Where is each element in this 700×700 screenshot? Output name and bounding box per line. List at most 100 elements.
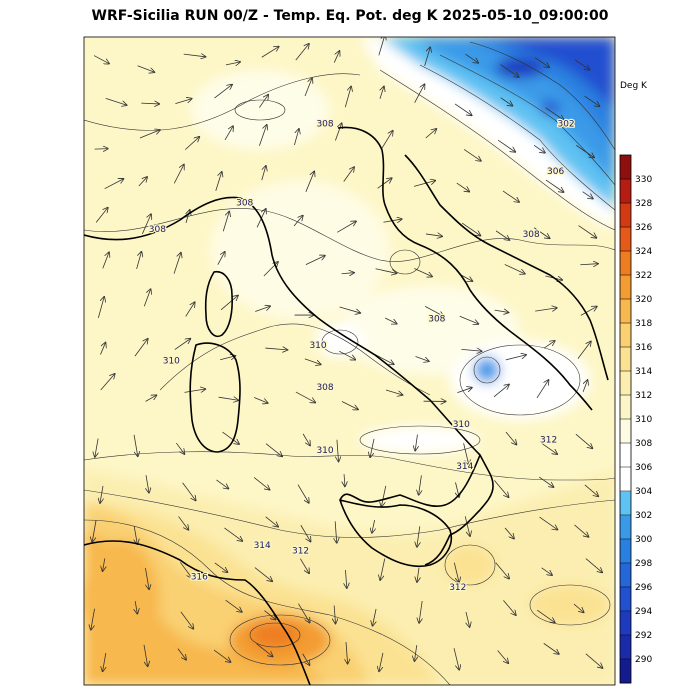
wind-arrow <box>372 519 375 533</box>
wind-arrow <box>344 474 345 486</box>
colorbar-tick-label: 326 <box>635 223 652 233</box>
wind-arrow <box>537 609 554 622</box>
colorbar-tick-label: 310 <box>635 415 652 425</box>
wind-arrow <box>174 339 191 350</box>
wind-arrow <box>415 356 429 362</box>
colorbar-tick-label: 300 <box>635 535 652 545</box>
wind-arrow <box>580 264 598 265</box>
colorbar-bin <box>620 395 631 420</box>
field-patch <box>480 37 615 110</box>
wind-arrow <box>425 234 442 236</box>
wind-arrow <box>574 524 589 537</box>
colorbar-tick-label: 312 <box>635 391 652 401</box>
field-patch <box>84 540 160 660</box>
wind-arrow <box>456 182 469 191</box>
wind-arrow <box>134 339 148 357</box>
field-patch <box>315 322 365 358</box>
wind-arrow <box>220 356 235 361</box>
coastlines <box>84 126 609 685</box>
wind-arrow <box>543 643 559 654</box>
contour-line <box>84 489 615 538</box>
wind-arrow <box>95 438 98 457</box>
wind-arrow <box>145 568 149 589</box>
wind-arrow <box>494 310 509 312</box>
wind-arrow <box>173 165 184 184</box>
colorbar-bin <box>620 563 631 588</box>
wind-arrow <box>97 297 104 319</box>
wind-arrow <box>216 479 228 489</box>
wind-arrow <box>463 149 481 160</box>
wind-arrow <box>497 650 509 663</box>
wind-arrow <box>533 145 545 152</box>
field-patch <box>210 180 390 320</box>
wind-arrow <box>415 645 417 661</box>
wind-arrow <box>454 103 472 115</box>
wind-arrow <box>380 131 392 150</box>
wind-arrow <box>504 264 525 273</box>
field-patch <box>84 530 330 685</box>
wind-arrow <box>220 296 238 311</box>
wind-arrow <box>500 64 519 77</box>
wind-arrow <box>374 353 393 364</box>
contour-line <box>469 41 615 151</box>
wind-arrow <box>346 642 348 663</box>
coastline <box>189 342 241 453</box>
wind-arrow <box>378 37 385 56</box>
wind-arrow <box>380 87 384 99</box>
wind-arrow <box>302 653 310 665</box>
wind-arrow <box>256 643 273 657</box>
wind-arrow <box>222 431 239 444</box>
contour-label: 308 <box>149 225 166 235</box>
wind-arrow <box>146 475 149 492</box>
contour-line <box>229 614 331 666</box>
plot-frame <box>83 36 616 686</box>
contour-label: 306 <box>547 167 564 177</box>
wind-arrow <box>503 600 515 615</box>
coastline <box>84 540 311 685</box>
wind-arrow <box>345 569 346 588</box>
wind-arrow <box>265 516 278 527</box>
wind-arrow <box>413 181 435 187</box>
wind-arrow <box>93 55 109 64</box>
wind-arrow <box>95 208 108 223</box>
wind-arrow <box>141 103 159 104</box>
contour-label: 308 <box>236 199 253 209</box>
wind-arrow <box>265 348 287 350</box>
wind-arrow <box>453 648 459 669</box>
contour-label: 308 <box>428 314 445 324</box>
field-patch <box>360 426 480 454</box>
wind-arrow <box>385 389 402 395</box>
field-patch <box>190 70 330 150</box>
wind-arrow <box>466 611 470 627</box>
wind-arrow <box>145 395 157 402</box>
wind-arrow <box>179 562 191 577</box>
contour-label: 310 <box>163 357 180 367</box>
wind-arrow <box>295 44 309 61</box>
wind-arrow <box>133 434 138 456</box>
contour-line <box>249 622 301 648</box>
wind-arrow <box>370 438 375 457</box>
wind-arrow <box>104 179 124 190</box>
wind-arrow <box>414 84 425 103</box>
wind-arrow <box>575 433 592 448</box>
colorbar-tick-label: 328 <box>635 199 652 209</box>
colorbar-bin <box>620 587 631 612</box>
wind-arrow <box>535 308 556 311</box>
contour-line <box>321 329 359 355</box>
coastline <box>404 154 609 381</box>
contour-line <box>439 54 615 186</box>
wind-arrow <box>500 97 513 106</box>
wind-arrow <box>136 252 142 270</box>
wind-arrow <box>224 126 233 141</box>
wind-arrow <box>545 107 564 120</box>
wind-arrow <box>384 317 397 324</box>
wind-arrow <box>582 191 593 199</box>
wind-arrow <box>294 129 298 146</box>
field-layer <box>84 37 615 685</box>
colorbar-bin <box>620 611 631 636</box>
wind-arrow <box>293 216 303 227</box>
wind-arrow <box>175 99 191 104</box>
wind-arrow <box>465 53 479 63</box>
wind-arrow <box>415 434 417 451</box>
contour-line <box>84 451 615 481</box>
